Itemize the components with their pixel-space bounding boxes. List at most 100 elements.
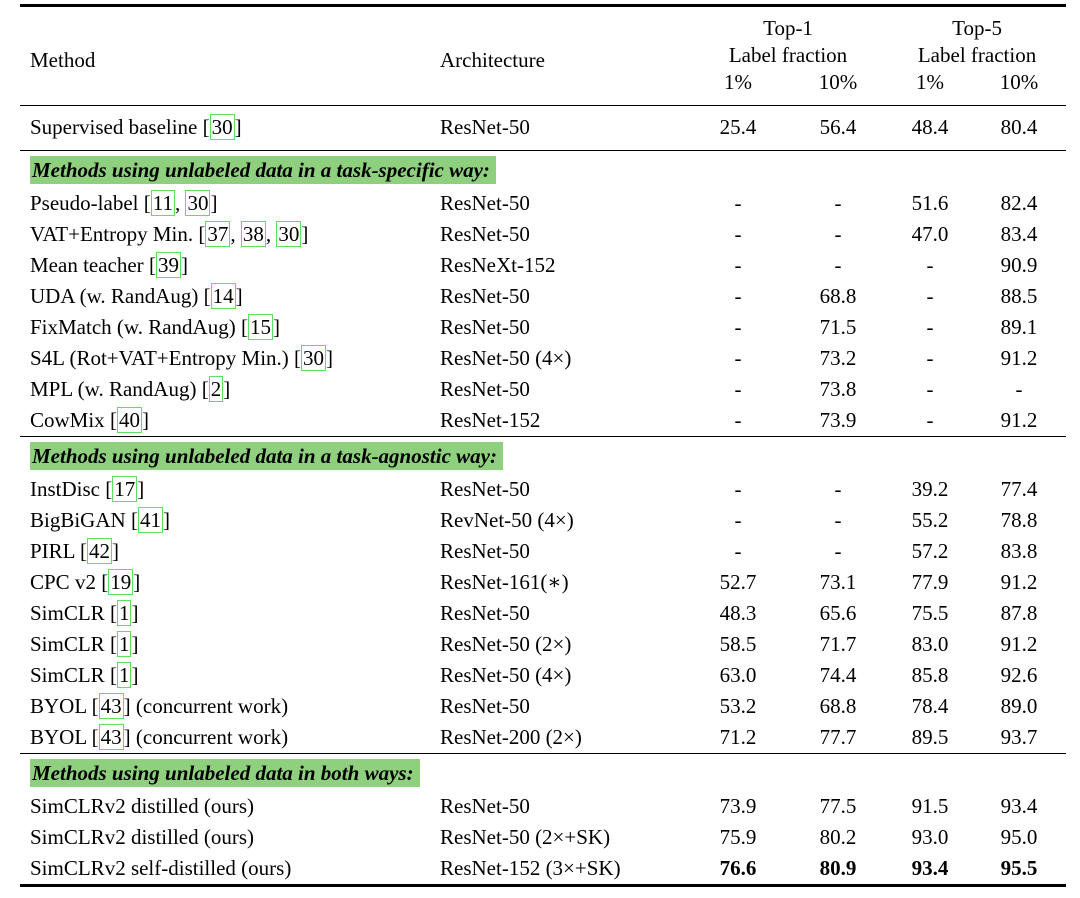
col-header-method: Method [30, 47, 96, 72]
value-cell-top1-10pct: 68.8 [819, 284, 857, 308]
section-header: Methods using unlabeled data in both way… [30, 759, 420, 787]
citation-link[interactable]: 1 [116, 600, 132, 626]
method-cell: FixMatch (w. RandAug) [15] [30, 314, 280, 340]
architecture-cell: RevNet-50 (4×) [440, 508, 574, 532]
value-cell-top5-10pct: 80.4 [1000, 115, 1038, 139]
citation-link[interactable]: 40 [116, 407, 142, 433]
section-title-cell: Methods using unlabeled data in a task-a… [20, 437, 1066, 475]
citation-link[interactable]: 42 [86, 538, 112, 564]
value-cell-top5-10pct: 93.4 [1000, 794, 1038, 818]
value-cell-top1-1pct: - [734, 508, 742, 532]
value-cell-top5-10pct: 91.2 [1000, 346, 1038, 370]
method-label: S4L (Rot+VAT+Entropy Min.) [30, 346, 289, 370]
method-label: Supervised baseline [30, 115, 198, 139]
citation-link[interactable]: 30 [209, 114, 235, 140]
section-title-cell: Methods using unlabeled data in both way… [20, 754, 1066, 792]
value-cell-top5-1pct: 83.0 [911, 632, 949, 656]
value-cell-top5-10pct: 82.4 [1000, 191, 1038, 215]
value-cell-top1-10pct: 56.4 [819, 115, 857, 139]
value-cell-top5-1pct: 51.6 [911, 191, 949, 215]
value-cell-top5-10pct: 91.2 [1000, 408, 1038, 432]
architecture-cell: ResNet-152 [440, 408, 541, 432]
method-cell: Pseudo-label [11, 30] [30, 190, 218, 216]
architecture-cell: ResNet-50 [440, 315, 530, 339]
method-label: CowMix [30, 408, 105, 432]
table-row: InstDisc [17] ResNet-50 - - 39.2 77.4 [20, 474, 1066, 505]
value-cell-top1-10pct: 77.7 [819, 725, 857, 749]
value-cell-top5-1pct: - [926, 284, 934, 308]
citation-link[interactable]: 30 [301, 345, 327, 371]
table-section: Methods using unlabeled data in both way… [20, 753, 1067, 886]
value-cell-top5-10pct: 91.2 [1000, 570, 1038, 594]
table-row: SimCLR [1] ResNet-50 (2×) 58.5 71.7 83.0… [20, 629, 1066, 660]
citation-link[interactable]: 39 [155, 252, 181, 278]
citation-link[interactable]: 37 [205, 221, 231, 247]
table-row: Mean teacher [39] ResNeXt-152 - - - 90.9 [20, 250, 1066, 281]
citation-link[interactable]: 14 [210, 283, 236, 309]
method-cell: SimCLRv2 distilled (ours) [20, 791, 430, 822]
value-cell-top5-10pct: 88.5 [1000, 284, 1038, 308]
section-title-row: Methods using unlabeled data in both way… [20, 754, 1066, 792]
value-cell-top1-10pct: 73.8 [819, 377, 857, 401]
value-cell-top1-1pct: - [734, 346, 742, 370]
method-cell: VAT+Entropy Min. [37, 38, 30] [30, 221, 309, 247]
method-cell: MPL (w. RandAug) [2] [30, 376, 231, 402]
value-cell-top1-10pct: 71.7 [819, 632, 857, 656]
citation-link[interactable]: 30 [185, 190, 211, 216]
table-row: SimCLRv2 distilled (ours) ResNet-50 73.9… [20, 791, 1066, 822]
method-label: Pseudo-label [30, 191, 139, 215]
value-cell-top5-1pct: - [926, 408, 934, 432]
value-cell-top1-10pct: 71.5 [819, 315, 857, 339]
col-subheader-top1-label-fraction: Label fraction [728, 43, 848, 67]
value-cell-top5-10pct: 89.0 [1000, 694, 1038, 718]
table-row: CPC v2 [19] ResNet-161(∗) 52.7 73.1 77.9… [20, 567, 1066, 598]
method-label: SimCLRv2 distilled (ours) [30, 794, 255, 818]
method-cell: UDA (w. RandAug) [14] [30, 283, 243, 309]
col-header-architecture: Architecture [440, 47, 545, 72]
citation-link[interactable]: 43 [98, 693, 124, 719]
value-cell-top5-1pct: 47.0 [911, 222, 949, 246]
architecture-cell: ResNet-50 [440, 284, 530, 308]
value-cell-top5-10pct: 77.4 [1000, 477, 1038, 501]
method-note: (concurrent work) [130, 725, 289, 749]
citation-link[interactable]: 38 [240, 221, 266, 247]
table-section: Methods using unlabeled data in a task-a… [20, 436, 1067, 754]
table-row: BigBiGAN [41] RevNet-50 (4×) - - 55.2 78… [20, 505, 1066, 536]
table-row: UDA (w. RandAug) [14] ResNet-50 - 68.8 -… [20, 281, 1066, 312]
method-cell: SimCLRv2 distilled (ours) [20, 822, 430, 853]
value-cell-top1-1pct: 53.2 [719, 694, 757, 718]
value-cell-top5-1pct: 89.5 [911, 725, 949, 749]
table-row: Supervised baseline [30] ResNet-50 25.4 … [20, 106, 1066, 151]
value-cell-top5-10pct: - [1015, 377, 1023, 401]
method-label: BYOL [30, 694, 87, 718]
value-cell-top1-10pct: - [834, 191, 842, 215]
citation-link[interactable]: 43 [98, 724, 124, 750]
method-cell: Supervised baseline [30] [30, 114, 242, 140]
citation-link[interactable]: 2 [208, 376, 224, 402]
table-row: SimCLR [1] ResNet-50 48.3 65.6 75.5 87.8 [20, 598, 1066, 629]
table-row: CowMix [40] ResNet-152 - 73.9 - 91.2 [20, 405, 1066, 437]
value-cell-top1-1pct: 25.4 [719, 115, 757, 139]
architecture-cell: ResNet-161(∗) [440, 570, 569, 594]
results-table: Method Architecture Top-1 Top-5 Label fr… [20, 4, 1067, 887]
value-cell-top1-10pct: 74.4 [819, 663, 857, 687]
method-cell: SimCLR [1] [30, 662, 139, 688]
citation-link[interactable]: 1 [116, 662, 132, 688]
architecture-cell: ResNet-50 [440, 191, 530, 215]
citation-link[interactable]: 1 [116, 631, 132, 657]
architecture-cell: ResNet-50 (4×) [440, 346, 572, 370]
method-cell: BYOL [43] (concurrent work) [30, 724, 289, 750]
citation-link[interactable]: 30 [276, 221, 302, 247]
citation-link[interactable]: 17 [112, 476, 138, 502]
col-header-top5-1pct: 1% [916, 70, 945, 94]
citation-link[interactable]: 11 [150, 190, 175, 216]
method-label: BYOL [30, 725, 87, 749]
citation-link[interactable]: 19 [108, 569, 134, 595]
method-label: BigBiGAN [30, 508, 126, 532]
method-note: (concurrent work) [130, 694, 289, 718]
architecture-cell: ResNet-200 (2×) [440, 725, 582, 749]
architecture-cell: ResNet-50 [440, 222, 530, 246]
citation-link[interactable]: 41 [137, 507, 163, 533]
citation-link[interactable]: 15 [247, 314, 273, 340]
